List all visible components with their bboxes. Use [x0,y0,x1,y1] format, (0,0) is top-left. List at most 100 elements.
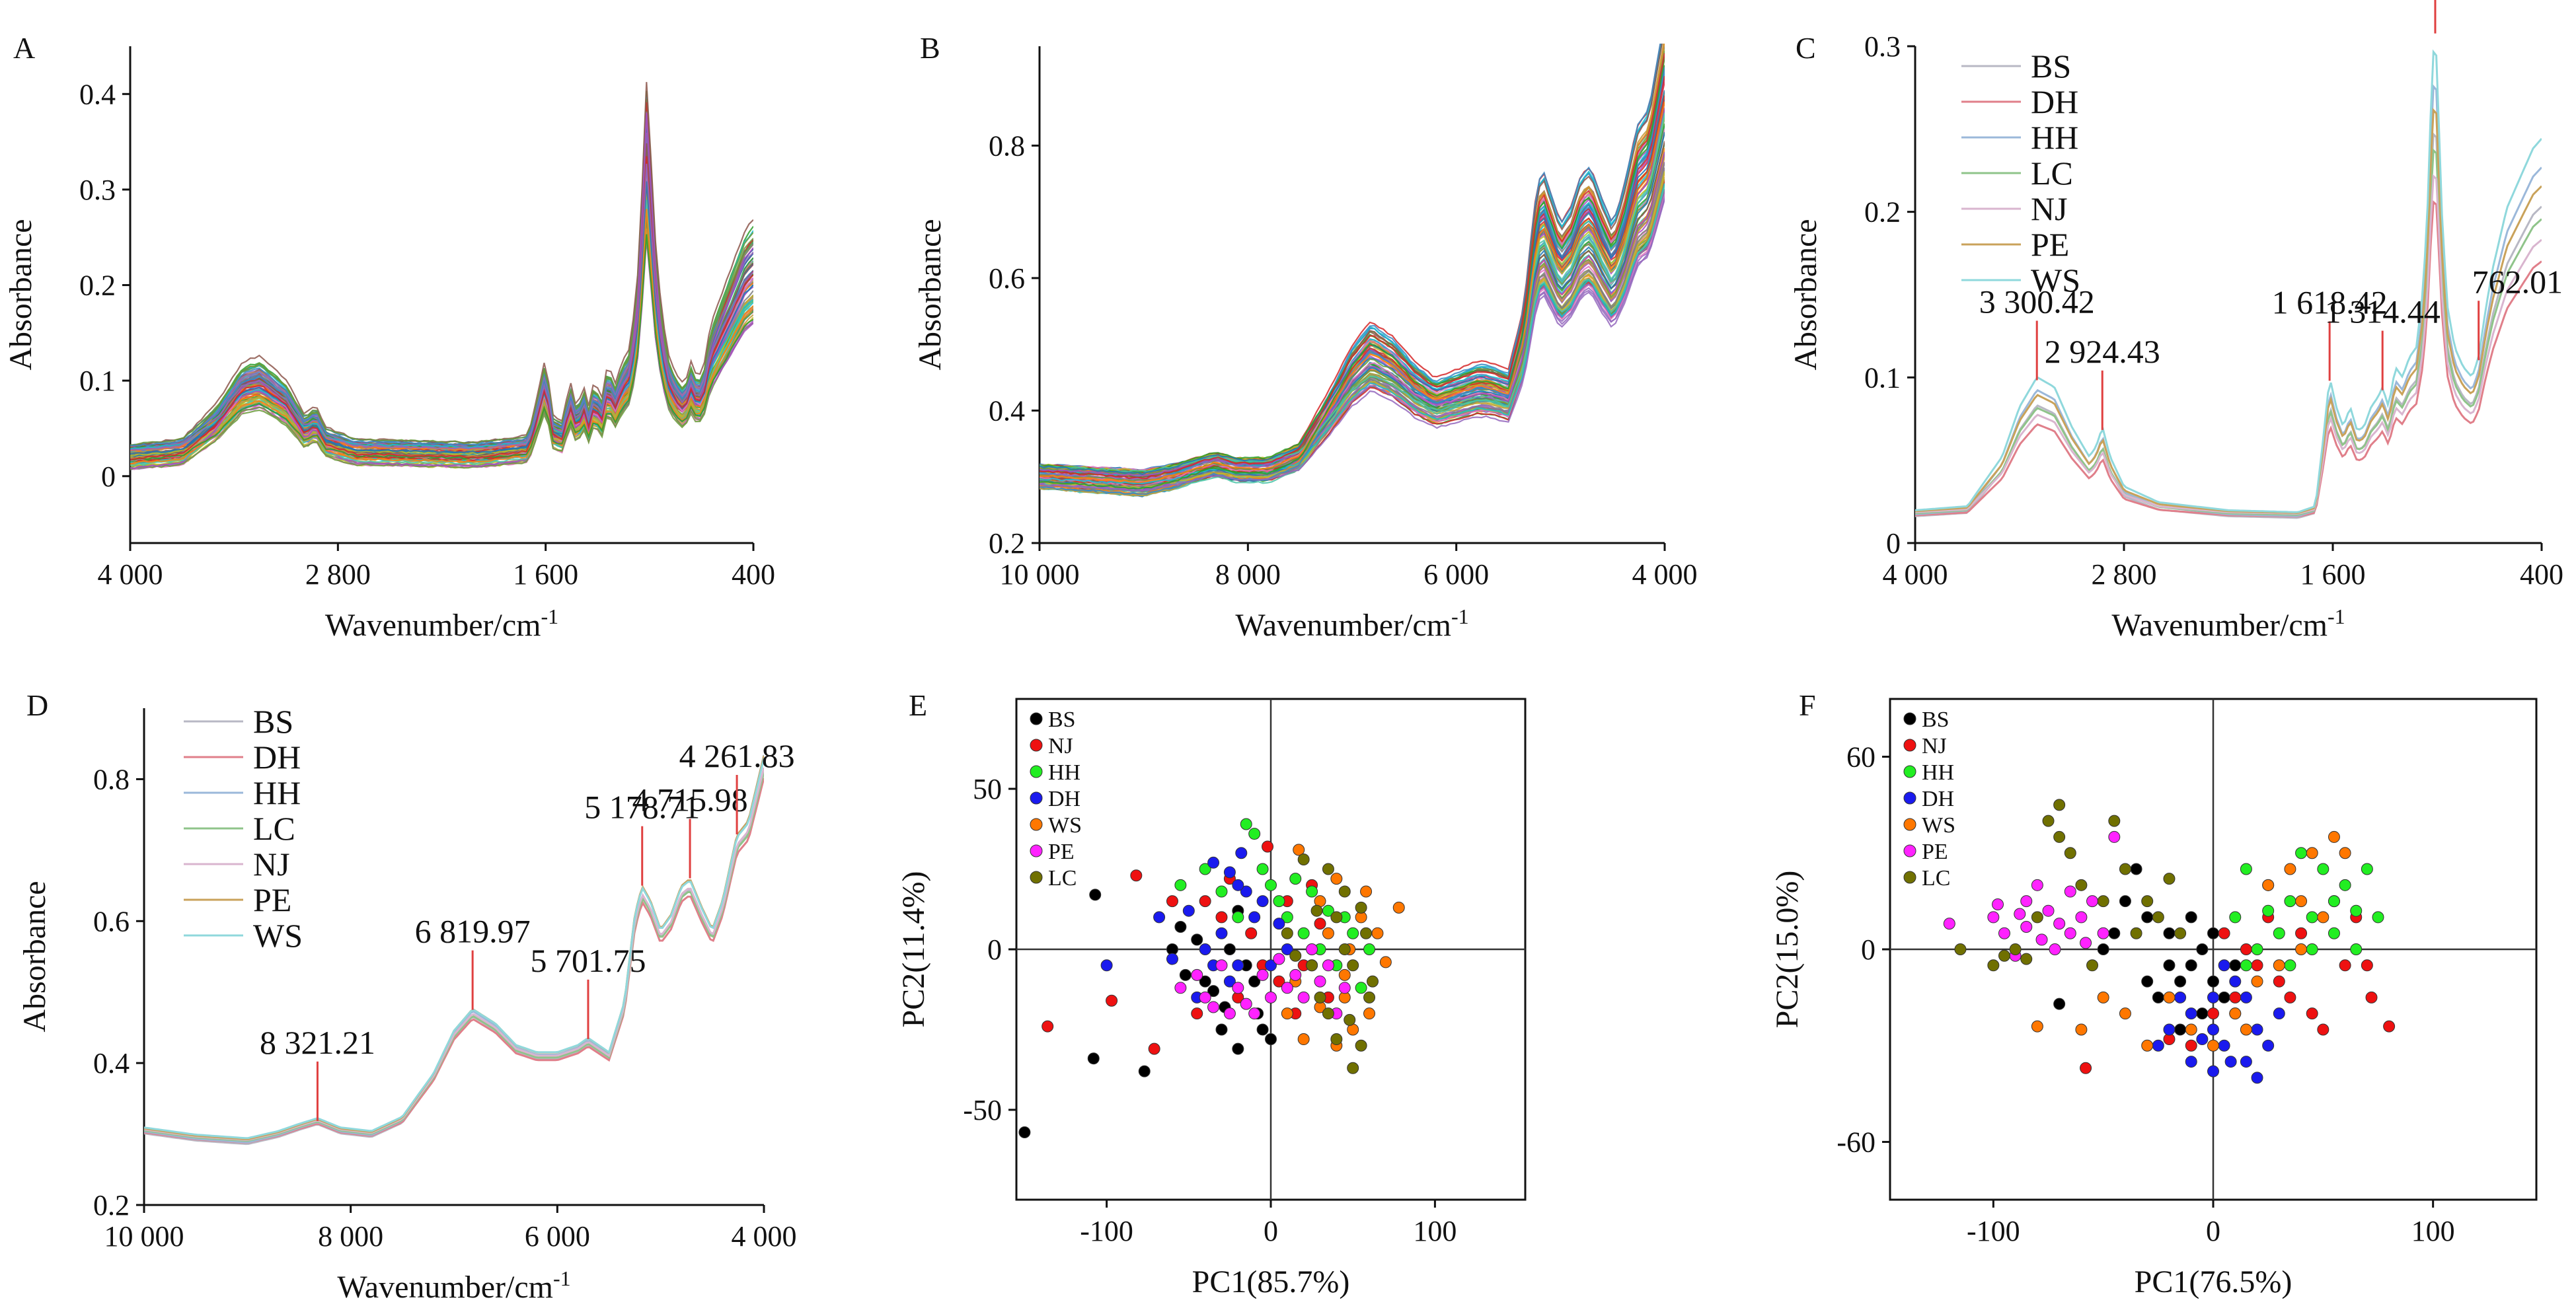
spectrum-line [1040,56,1665,490]
point-dh [2163,1023,2176,1036]
point-hh [2284,959,2296,972]
x-tick-label: 4 000 [98,558,163,591]
point-dh [2251,1023,2263,1036]
point-dh [2185,1056,2197,1068]
point-dh [2240,991,2252,1003]
point-bs [2185,959,2197,972]
y-tick-label: 0.2 [79,270,116,302]
panel-d: D 10 000 8 000 6 000 4 000 0.2 0.4 0.6 0.8 Wavenu… [17,688,797,1305]
point-dh [1256,895,1269,908]
legend-label-nj: NJ [1048,734,1073,758]
legend-marker-ws [1030,818,1043,831]
point-ws [2240,1023,2252,1036]
point-bs [2207,927,2219,939]
point-hh [1306,885,1318,898]
legend-label-bs: BS [253,703,293,740]
point-nj [2080,1062,2092,1074]
x-axis-title-text: PC1(76.5%) [2135,1264,2292,1299]
spectrum-line [1040,198,1665,492]
legend-marker-pe [1030,844,1043,857]
x-tick-label: 100 [1413,1215,1457,1247]
point-pe [2031,879,2043,891]
spectra-group [1040,44,1665,497]
point-bs [1191,933,1203,946]
legend-label-lc: LC [253,810,295,847]
point-dh [2207,1065,2219,1077]
x-tick-label: 100 [2411,1215,2455,1247]
point-ws [1297,1033,1310,1046]
point-dh [1273,918,1285,930]
point-nj [2240,943,2252,955]
y-tick-label: 0.4 [989,394,1025,427]
legend-label-hh: HH [1922,760,1954,785]
legend-label-dh: DH [253,739,301,776]
point-dh [2251,1072,2263,1084]
point-pe [2049,943,2061,955]
point-dh [1199,943,1211,955]
y-tick-label: 0.4 [79,78,116,110]
point-nj [1245,927,1258,939]
point-bs [2152,991,2164,1003]
point-pe [2014,908,2026,920]
point-pe [1191,968,1203,981]
point-nj [2295,927,2308,939]
point-bs [1174,920,1187,933]
point-dh [2262,1039,2275,1052]
point-ws [2097,991,2109,1003]
point-ws [2207,1039,2219,1052]
point-pe [1273,953,1285,965]
peak-label: 5 178.71 [584,789,700,826]
point-dh [1100,959,1113,972]
point-ws [2306,847,2318,859]
spectrum-line [130,234,753,461]
point-hh [2350,904,2363,917]
point-pe [2097,927,2109,939]
x-axis-title: Wavenumber/cm-1 [2111,604,2345,643]
point-dh [2207,991,2219,1003]
point-nj [2273,975,2285,988]
y-tick-label: 50 [973,773,1002,805]
peak-label: 762.01 [2472,263,2563,300]
point-hh [2350,943,2363,955]
point-bs [2053,998,2066,1010]
point-hh [2339,879,2351,891]
point-nj [1166,895,1178,908]
legend-marker-hh [1030,765,1043,778]
spectrum-line [1040,183,1665,485]
point-bs [2141,975,2154,988]
x-tick-label: 2 800 [305,558,371,591]
point-pe [1297,991,1310,1003]
point-bs [1207,985,1220,998]
point-lc [1289,949,1302,962]
x-tick-label: 10 000 [1000,558,1080,591]
y-axis-title: PC2(11.4%) [896,871,931,1028]
x-axis-title-superscript: -1 [553,1266,571,1290]
point-dh [1182,904,1195,917]
point-lc [1347,959,1359,972]
y-tick-label: 0 [1886,527,1901,560]
legend-marker-lc [1903,871,1916,884]
point-bs [1199,975,1211,988]
point-nj [2339,959,2351,972]
x-tick-label: 8 000 [318,1220,383,1253]
point-nj [2317,1023,2330,1036]
point-bs [2207,975,2219,988]
point-ws [2251,975,2263,988]
x-tick-label: 4 000 [1883,558,1948,591]
point-bs [2163,959,2176,972]
point-bs [1089,889,1102,901]
point-dh [1166,953,1178,965]
spectrum-line [1040,151,1665,482]
point-pe [1943,918,1955,930]
point-hh [1355,982,1367,994]
point-bs [2108,927,2121,939]
point-bs [2174,1023,2187,1036]
x-tick-label: 10 000 [104,1220,184,1253]
point-dh [2185,1007,2197,1020]
legend-label-bs: BS [2031,48,2071,85]
x-tick-label: -100 [1080,1215,1133,1247]
point-bs [1232,1042,1244,1055]
point-dh [2229,975,2242,988]
